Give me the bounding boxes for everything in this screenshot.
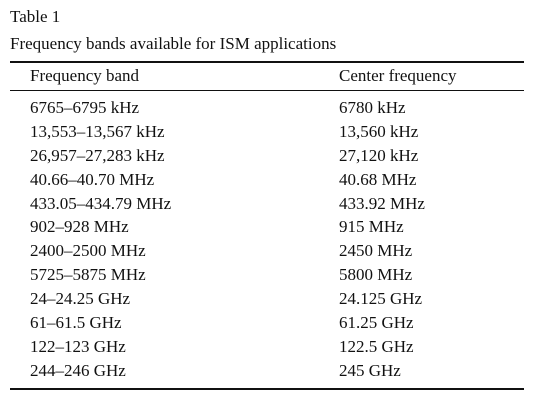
center-frequency-cell: 433.92 MHz — [339, 193, 425, 213]
frequency-band-cell: 433.05–434.79 MHz — [30, 193, 172, 213]
frequency-band-cell: 902–928 MHz — [30, 217, 129, 237]
table-row: 6765–6795 kHz 6780 kHz — [0, 97, 547, 121]
center-frequency-cell: 2450 MHz — [339, 241, 413, 261]
center-frequency-cell: 40.68 MHz — [339, 169, 417, 189]
center-frequency-cell: 915 MHz — [339, 217, 404, 237]
table-row: 40.66–40.70 MHz 40.68 MHz — [0, 169, 547, 193]
center-frequency-cell: 13,560 kHz — [339, 121, 419, 141]
frequency-band-cell: 6765–6795 kHz — [30, 98, 140, 117]
center-frequency-cell: 122.5 GHz — [339, 336, 414, 356]
table-row: 5725–5875 MHz 5800 MHz — [0, 264, 547, 288]
table-top-rule — [10, 61, 524, 63]
frequency-band-cell: 244–246 GHz — [30, 360, 126, 380]
frequency-band-cell: 26,957–27,283 kHz — [30, 145, 165, 165]
center-frequency-cell: 24.125 GHz — [339, 289, 423, 309]
table-number: Table 1 — [10, 7, 61, 26]
table-row: 902–928 MHz 915 MHz — [0, 216, 547, 240]
table-row: 244–246 GHz 245 GHz — [0, 360, 547, 384]
frequency-band-cell: 40.66–40.70 MHz — [30, 169, 155, 189]
frequency-band-cell: 5725–5875 MHz — [30, 265, 146, 285]
header-rule — [10, 90, 524, 91]
table-row: 61–61.5 GHz 61.25 GHz — [0, 312, 547, 336]
table-row: 122–123 GHz 122.5 GHz — [0, 336, 547, 360]
column-header-center-frequency: Center frequency — [339, 66, 457, 85]
center-frequency-cell: 5800 MHz — [339, 265, 413, 285]
center-frequency-cell: 27,120 kHz — [339, 145, 419, 165]
frequency-band-cell: 122–123 GHz — [30, 336, 126, 356]
center-frequency-cell: 6780 kHz — [339, 98, 406, 117]
frequency-band-cell: 24–24.25 GHz — [30, 289, 131, 309]
table-bottom-rule — [10, 388, 524, 390]
table-title: Frequency bands available for ISM applic… — [10, 34, 337, 53]
table-row: 2400–2500 MHz 2450 MHz — [0, 240, 547, 264]
center-frequency-cell: 61.25 GHz — [339, 313, 414, 333]
frequency-band-cell: 2400–2500 MHz — [30, 241, 146, 261]
column-header-frequency-band: Frequency band — [30, 66, 140, 85]
table-row: 24–24.25 GHz 24.125 GHz — [0, 288, 547, 312]
table-row: 433.05–434.79 MHz 433.92 MHz — [0, 193, 547, 217]
frequency-band-cell: 13,553–13,567 kHz — [30, 121, 165, 141]
table-row: 26,957–27,283 kHz 27,120 kHz — [0, 145, 547, 169]
center-frequency-cell: 245 GHz — [339, 360, 401, 380]
frequency-band-cell: 61–61.5 GHz — [30, 313, 122, 333]
table-body: 6765–6795 kHz 6780 kHz 13,553–13,567 kHz… — [0, 97, 547, 384]
table-row: 13,553–13,567 kHz 13,560 kHz — [0, 121, 547, 145]
